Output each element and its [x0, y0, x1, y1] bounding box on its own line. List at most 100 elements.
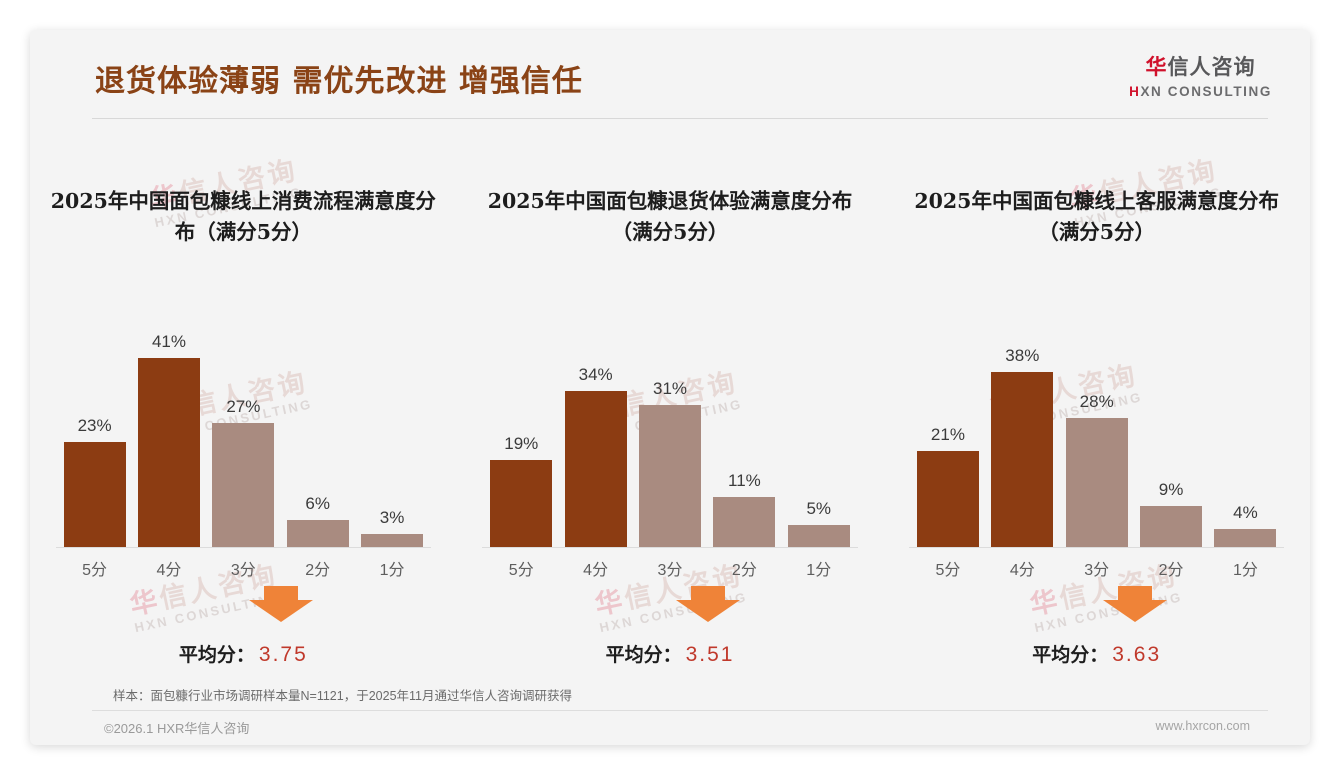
bar-slot[interactable]: 21%	[916, 288, 979, 548]
bar-slot[interactable]: 11%	[713, 288, 776, 548]
bar-value-label: 34%	[578, 365, 613, 384]
x-axis-line	[482, 547, 858, 548]
bar[interactable]	[713, 497, 776, 548]
bar-slot[interactable]: 5%	[787, 288, 850, 548]
bar-value-label: 27%	[226, 397, 261, 416]
bar-group: 19% 34% 31% 11% 5%	[490, 288, 850, 548]
average-score-label: 平均分：	[178, 644, 255, 666]
chart-panel: 2025年中国面包糠线上客服满意度分布（满分5分） 21% 38% 28% 9% 4% 5分…	[883, 148, 1310, 668]
bar-value-label: 38%	[1005, 346, 1040, 365]
logo-en-rest: XN CONSULTING	[1140, 84, 1272, 99]
x-axis-tick-label: 2分	[1158, 562, 1184, 579]
chart-panel: 2025年中国面包糠线上消费流程满意度分布（满分5分） 23% 41% 27% 6% 3%…	[30, 148, 457, 668]
average-score-value: 3.75	[258, 643, 308, 666]
arrow-container	[883, 586, 1310, 622]
logo-accent-char: 华	[1145, 55, 1168, 79]
average-score-value: 3.63	[1112, 643, 1162, 666]
chart-panel: 2025年中国面包糠退货体验满意度分布（满分5分） 19% 34% 31% 11% 5% 5…	[457, 148, 884, 668]
down-arrow-icon	[1102, 586, 1167, 622]
x-axis-tick-label: 5分	[82, 562, 108, 579]
bar-slot[interactable]: 19%	[490, 288, 553, 548]
bar[interactable]	[1065, 418, 1128, 548]
x-axis-tick-label: 1分	[1232, 562, 1258, 579]
bar-slot[interactable]: 9%	[1140, 288, 1203, 548]
bar-slot[interactable]: 34%	[564, 288, 627, 548]
bar-slot[interactable]: 6%	[286, 288, 349, 548]
slide-header: 退货体验薄弱 需优先改进 增强信任 华信人咨询 HXN CONSULTING	[30, 30, 1310, 122]
average-score: 平均分： 3.75	[30, 640, 457, 667]
sample-note: 样本：面包糠行业市场调研样本量N=1121，于2025年11月通过华信人咨询调研…	[113, 689, 572, 703]
bar[interactable]	[991, 372, 1054, 548]
bar[interactable]	[564, 391, 627, 548]
x-axis-tick-label: 1分	[379, 562, 405, 579]
bar-slot[interactable]: 31%	[639, 288, 702, 548]
company-logo: 华信人咨询 HXN CONSULTING	[1129, 57, 1272, 99]
arrow-container	[30, 586, 457, 622]
footer-divider	[92, 710, 1268, 711]
bar[interactable]	[639, 405, 702, 548]
bar[interactable]	[787, 525, 850, 548]
bar-slot[interactable]: 3%	[361, 288, 424, 548]
x-axis-labels: 5分 4分 3分 2分 1分	[64, 556, 422, 580]
x-axis-tick-label: 4分	[1009, 562, 1035, 579]
x-axis-line	[55, 547, 432, 548]
down-arrow-icon	[249, 586, 314, 622]
x-axis-tick-label: 5分	[935, 562, 961, 579]
chart-plot-area: 23% 41% 27% 6% 3%	[30, 288, 457, 548]
x-axis-tick-label: 3分	[657, 562, 683, 579]
average-score-label: 平均分：	[1032, 644, 1109, 666]
bar-group: 21% 38% 28% 9% 4%	[916, 288, 1277, 548]
bar-value-label: 5%	[806, 499, 832, 518]
bar-value-label: 3%	[379, 508, 405, 527]
bar[interactable]	[63, 442, 126, 548]
chart-title: 2025年中国面包糠退货体验满意度分布（满分5分）	[487, 189, 853, 244]
average-score: 平均分： 3.51	[457, 640, 884, 667]
arrow-head	[1102, 600, 1167, 622]
bar-slot[interactable]: 4%	[1214, 288, 1277, 548]
x-axis-tick-label: 3分	[1084, 562, 1110, 579]
bar-slot[interactable]: 41%	[137, 288, 200, 548]
arrow-shaft	[264, 586, 299, 600]
bar-slot[interactable]: 27%	[212, 288, 275, 548]
bar-value-label: 11%	[728, 471, 761, 490]
bar[interactable]	[212, 423, 275, 548]
arrow-container	[457, 586, 884, 622]
bar-slot[interactable]: 38%	[991, 288, 1054, 548]
header-divider	[92, 118, 1268, 119]
bar-value-label: 31%	[652, 379, 688, 398]
logo-english-text: HXN CONSULTING	[1129, 85, 1272, 99]
x-axis-labels: 5分 4分 3分 2分 1分	[917, 556, 1275, 580]
x-axis-tick-label: 5分	[508, 562, 534, 579]
charts-container: 2025年中国面包糠线上消费流程满意度分布（满分5分） 23% 41% 27% 6% 3%…	[30, 148, 1310, 668]
website-link[interactable]: www.hxrcon.com	[1155, 719, 1250, 733]
arrow-shaft	[1117, 586, 1152, 600]
bar-group: 23% 41% 27% 6% 3%	[63, 288, 424, 548]
bar[interactable]	[490, 460, 553, 548]
bar[interactable]	[137, 358, 200, 548]
chart-title: 2025年中国面包糠线上客服满意度分布（满分5分）	[914, 189, 1279, 244]
bar[interactable]	[1140, 506, 1203, 548]
x-axis-tick-label: 1分	[806, 562, 832, 579]
logo-en-accent: H	[1129, 84, 1141, 99]
slide-canvas: 退货体验薄弱 需优先改进 增强信任 华信人咨询 HXN CONSULTING 华…	[30, 30, 1310, 745]
bar-value-label: 21%	[930, 425, 965, 444]
x-axis-line	[908, 547, 1285, 548]
arrow-head	[249, 600, 314, 622]
logo-chinese-rest: 信人咨询	[1167, 55, 1256, 79]
chart-plot-area: 21% 38% 28% 9% 4%	[883, 288, 1310, 548]
page-title: 退货体验薄弱 需优先改进 增强信任	[95, 64, 583, 99]
bar-value-label: 9%	[1158, 480, 1184, 499]
bar[interactable]	[1214, 529, 1277, 548]
bar-value-label: 23%	[77, 416, 112, 435]
bar-slot[interactable]: 28%	[1065, 288, 1128, 548]
bar[interactable]	[361, 534, 424, 548]
bar-value-label: 41%	[151, 332, 186, 351]
average-score-label: 平均分：	[605, 644, 682, 666]
bar-slot[interactable]: 23%	[63, 288, 126, 548]
average-score-value: 3.51	[685, 643, 735, 666]
x-axis-tick-label: 4分	[583, 562, 609, 579]
bar[interactable]	[916, 451, 979, 548]
x-axis-tick-label: 2分	[305, 562, 331, 579]
arrow-shaft	[691, 586, 725, 600]
bar[interactable]	[286, 520, 349, 548]
